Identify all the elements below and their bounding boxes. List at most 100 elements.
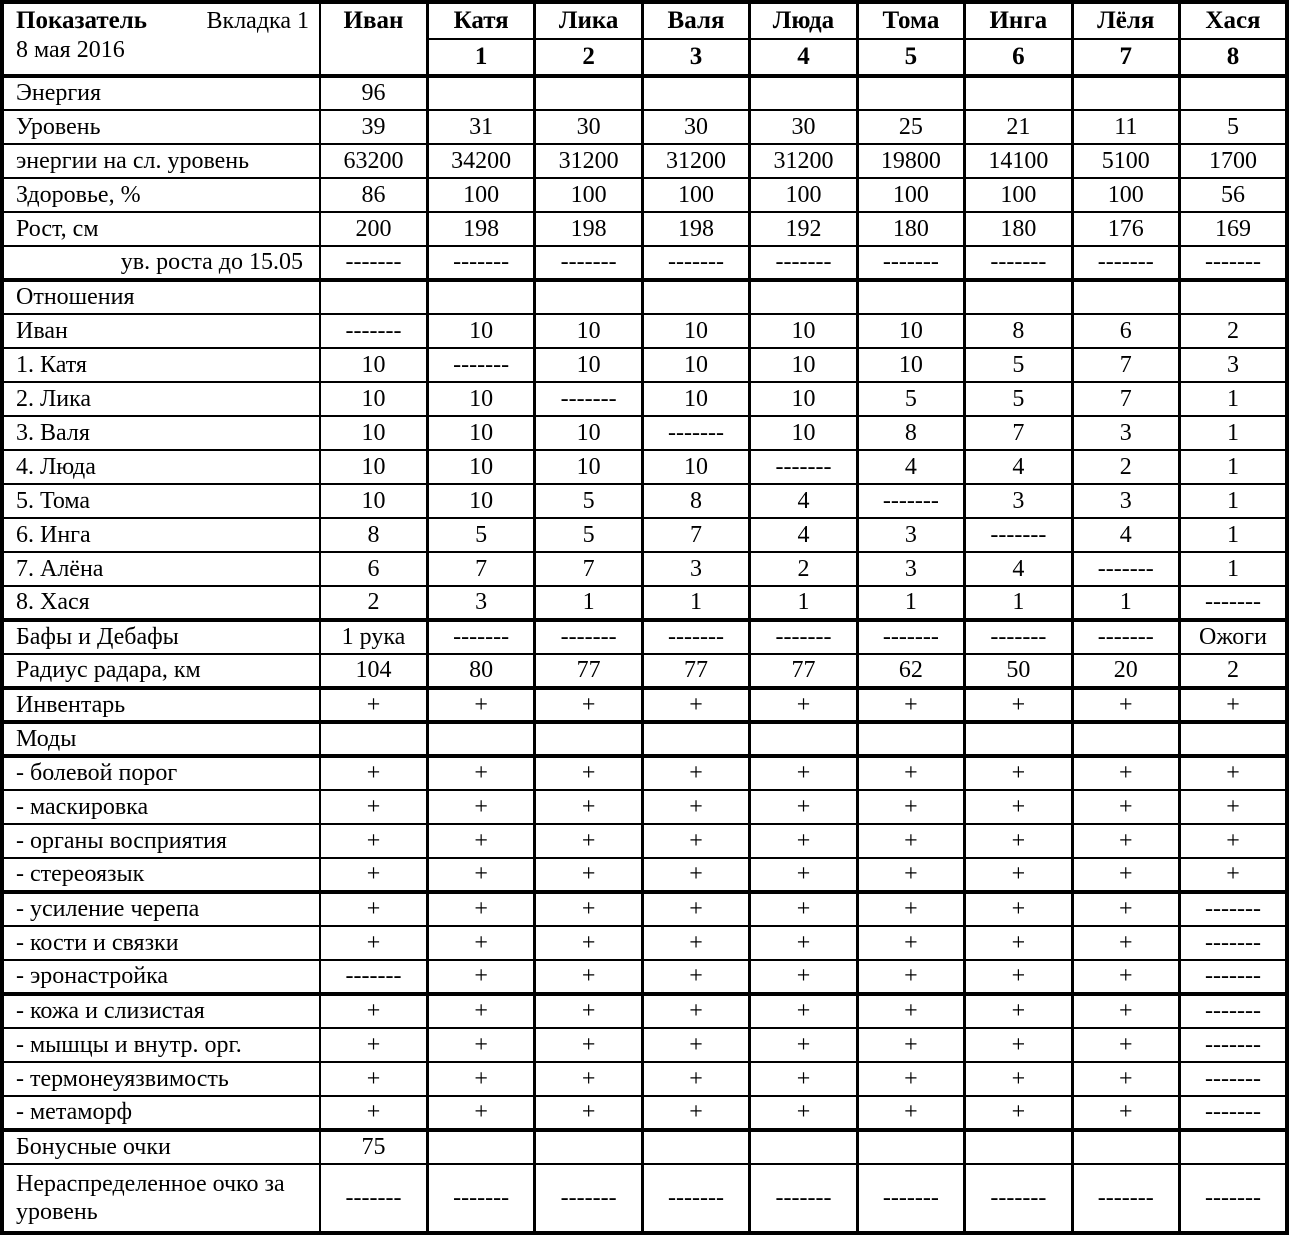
table-cell: ------- <box>855 619 967 655</box>
table-cell: + <box>963 1027 1074 1063</box>
table-row: 8. Хася 2 3 1 1 1 1 1 1 ------- <box>0 585 1289 622</box>
table-cell: ------- <box>425 245 537 282</box>
table-cell: 10 <box>748 415 859 451</box>
table-row: Бонусные очки 75 <box>0 1129 1289 1165</box>
row-label: - маскировка <box>0 789 321 825</box>
table-cell: + <box>855 1027 967 1063</box>
table-cell: + <box>318 687 429 724</box>
table-cell: + <box>533 1095 644 1132</box>
tab-label: Вкладка 1 <box>206 8 309 34</box>
table-cell: + <box>533 1027 644 1063</box>
table-body: Энергия 96 Уровень 39 31 30 30 30 25 21 11 5 энергии… <box>0 75 1289 1234</box>
table-row: - усиление черепа + + + + + + + + ------- <box>0 891 1289 927</box>
table-cell: 5 <box>1178 109 1289 145</box>
table-cell: 7 <box>963 415 1074 451</box>
table-cell: ------- <box>963 619 1074 655</box>
table-cell: ------- <box>1178 1163 1289 1234</box>
table-cell: 6 <box>318 551 429 587</box>
table-cell: + <box>533 755 644 791</box>
table-cell: ------- <box>533 1163 644 1234</box>
table-cell: 100 <box>533 177 644 213</box>
table-cell: 19800 <box>855 143 967 179</box>
row-label: - термонеуязвимость <box>0 1061 321 1097</box>
row-label: Инвентарь <box>0 687 321 724</box>
table-cell: 20 <box>1070 653 1182 690</box>
table-cell: + <box>748 1095 859 1132</box>
table-row: 1. Катя 10 ------- 10 10 10 10 5 7 3 <box>0 347 1289 383</box>
row-label: энергии на сл. уровень <box>0 143 321 179</box>
table-row: - мышцы и внутр. орг. + + + + + + + + ------- <box>0 1027 1289 1063</box>
table-cell: + <box>640 891 752 927</box>
table-cell <box>963 279 1074 315</box>
table-row: 5. Тома 10 10 5 8 4 ------- 3 3 1 <box>0 483 1289 519</box>
table-cell: + <box>855 891 967 927</box>
table-cell: ------- <box>640 619 752 655</box>
table-row: ув. роста до 15.05 ------- ------- ------- -… <box>0 245 1289 282</box>
table-cell: + <box>855 755 967 791</box>
table-cell: 31200 <box>533 143 644 179</box>
table-cell: + <box>640 1095 752 1132</box>
table-row: 4. Люда 10 10 10 10 ------- 4 4 2 1 <box>0 449 1289 485</box>
table-cell <box>1178 721 1289 758</box>
table-cell: 31 <box>425 109 537 145</box>
table-cell: 3 <box>425 585 537 622</box>
table-row: Нераспределенное очко за уровень ------- -… <box>0 1163 1289 1234</box>
table-cell: + <box>963 755 1074 791</box>
table-cell: + <box>318 891 429 927</box>
table-cell <box>855 279 967 315</box>
table-cell: 10 <box>855 347 967 383</box>
table-cell: + <box>533 789 644 825</box>
table-cell: ------- <box>640 1163 752 1234</box>
table-cell: + <box>1178 789 1289 825</box>
table-cell <box>1070 1129 1182 1165</box>
table-cell: 1 <box>1178 551 1289 587</box>
table-cell: 4 <box>748 483 859 519</box>
table-cell: 3 <box>1070 483 1182 519</box>
table-row: - кожа и слизистая + + + + + + + + ------- <box>0 993 1289 1029</box>
row-label: - кожа и слизистая <box>0 993 321 1029</box>
table-row: Здоровье, % 86 100 100 100 100 100 100 100 56 <box>0 177 1289 213</box>
table-cell: + <box>1070 1095 1182 1132</box>
table-row: - термонеуязвимость + + + + + + + + ------- <box>0 1061 1289 1097</box>
table-cell: + <box>1070 687 1182 724</box>
table-cell: + <box>855 959 967 996</box>
table-cell: 7 <box>1070 381 1182 417</box>
table-cell: + <box>425 925 537 961</box>
table-cell: + <box>855 1095 967 1132</box>
table-cell: ------- <box>425 347 537 383</box>
table-cell: 77 <box>640 653 752 690</box>
table-cell: + <box>1070 1027 1182 1063</box>
table-cell: ------- <box>1178 1095 1289 1132</box>
row-label: Нераспределенное очко за уровень <box>0 1163 321 1234</box>
table-cell: 10 <box>533 449 644 485</box>
table-cell: + <box>533 959 644 996</box>
table-row: Уровень 39 31 30 30 30 25 21 11 5 <box>0 109 1289 145</box>
table-cell: + <box>963 993 1074 1029</box>
table-cell: + <box>318 925 429 961</box>
table-cell: + <box>640 755 752 791</box>
table-cell: ------- <box>1178 245 1289 282</box>
table-cell: 169 <box>1178 211 1289 247</box>
table-cell: + <box>748 925 859 961</box>
table-cell: + <box>425 823 537 859</box>
table-cell <box>318 279 429 315</box>
table-cell: + <box>855 993 967 1029</box>
table-cell <box>425 75 537 111</box>
row-label: - метаморф <box>0 1095 321 1132</box>
table-cell: 3 <box>963 483 1074 519</box>
table-row: - метаморф + + + + + + + + ------- <box>0 1095 1289 1132</box>
table-cell: 7 <box>533 551 644 587</box>
table-cell <box>855 1129 967 1165</box>
table-cell <box>640 721 752 758</box>
row-label: - стереоязык <box>0 857 321 894</box>
table-row: - маскировка + + + + + + + + + <box>0 789 1289 825</box>
table-cell: + <box>425 1061 537 1097</box>
row-label: Рост, см <box>0 211 321 247</box>
table-cell: 7 <box>640 517 752 553</box>
table-cell: ------- <box>1070 551 1182 587</box>
table-cell: 5100 <box>1070 143 1182 179</box>
table-cell: + <box>640 993 752 1029</box>
table-cell: 100 <box>425 177 537 213</box>
column-header-lyuda: Люда <box>748 1 859 40</box>
table-cell: 2 <box>1070 449 1182 485</box>
